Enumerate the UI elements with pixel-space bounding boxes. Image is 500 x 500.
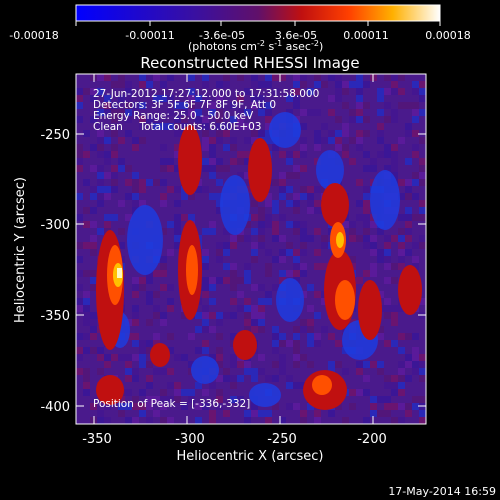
colorbar-tick-2: -0.00011 [125,29,174,42]
y-tick-label: -350 [40,309,70,324]
x-tick-label: -200 [357,432,387,447]
x-axis-label: Heliocentric X (arcsec) [177,449,324,464]
y-tick-label: -300 [40,218,70,233]
y-axis-label: Heliocentric Y (arcsec) [13,177,28,323]
annotation-time-range: 27-Jun-2012 17:27:12.000 to 17:31:58.000 [93,88,319,100]
annotation-detectors: Detectors: 3F 5F 6F 7F 8F 9F, Att 0 [93,99,276,111]
colorbar-tick-1: -0.00018 [9,29,58,42]
page-title: Reconstructed RHESSI Image [140,54,359,72]
x-tick-label: -250 [267,432,297,447]
rhessi-image [76,74,426,424]
colorbar-tick-6: 0.00018 [425,29,471,42]
annotation-counts: Clean Total counts: 6.60E+03 [93,121,262,133]
x-tick-label: -300 [175,432,205,447]
colorbar-tick-3: -3.6e-05 [199,29,245,42]
y-tick-label: -250 [40,128,70,143]
plot-frame [75,73,427,425]
axis-ticks [76,74,426,424]
colorbar-tick-5: 0.00011 [343,29,389,42]
annotation-peak: Position of Peak = [-336,-332] [93,398,250,410]
x-tick-label: -350 [82,432,112,447]
footer-date: 17-May-2014 16:59 [388,485,496,498]
annotation-energy: Energy Range: 25.0 - 50.0 keV [93,110,254,122]
colorbar-tick-4: 3.6e-05 [275,29,317,42]
colorbar [75,4,441,22]
colorbar-ticks [75,21,441,26]
colorbar-units: (photons cm-2 s-1 asec-2) [188,39,323,53]
y-tick-label: -400 [40,400,70,415]
